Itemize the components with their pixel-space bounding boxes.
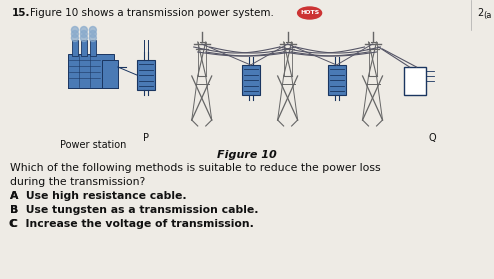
- Text: A: A: [10, 191, 18, 201]
- Text: Q: Q: [429, 133, 436, 143]
- Text: (a: (a: [484, 11, 492, 20]
- Circle shape: [89, 27, 96, 33]
- Circle shape: [72, 30, 79, 37]
- Text: 15.: 15.: [12, 8, 31, 18]
- Text: C  Increase the voltage of transmission.: C Increase the voltage of transmission.: [10, 219, 254, 229]
- Text: A  Use high resistance cable.: A Use high resistance cable.: [10, 191, 187, 201]
- Text: Which of the following methods is suitable to reduce the power loss: Which of the following methods is suitab…: [10, 163, 380, 173]
- Circle shape: [81, 35, 87, 42]
- Text: C: C: [9, 219, 17, 229]
- Circle shape: [81, 27, 87, 33]
- Circle shape: [81, 30, 87, 37]
- Bar: [72, 40, 78, 56]
- Text: Power station: Power station: [60, 140, 126, 150]
- Bar: [81, 40, 87, 56]
- Bar: [137, 60, 155, 90]
- Bar: [102, 60, 118, 88]
- Text: P: P: [143, 133, 149, 143]
- Bar: [90, 40, 96, 56]
- Text: B: B: [10, 205, 18, 215]
- Text: B  Use tungsten as a transmission cable.: B Use tungsten as a transmission cable.: [10, 205, 258, 215]
- Text: Figure 10: Figure 10: [217, 150, 277, 160]
- Text: Figure 10 shows a transmission power system.: Figure 10 shows a transmission power sys…: [30, 8, 274, 18]
- Circle shape: [89, 35, 96, 42]
- Text: 2: 2: [477, 8, 484, 18]
- Text: during the transmission?: during the transmission?: [10, 177, 145, 187]
- Bar: [68, 54, 114, 88]
- Bar: [405, 67, 426, 95]
- Bar: [242, 65, 260, 95]
- Circle shape: [72, 27, 79, 33]
- Bar: [328, 65, 346, 95]
- Circle shape: [72, 35, 79, 42]
- Circle shape: [89, 30, 96, 37]
- Ellipse shape: [297, 7, 322, 19]
- Text: HOTS: HOTS: [300, 11, 319, 16]
